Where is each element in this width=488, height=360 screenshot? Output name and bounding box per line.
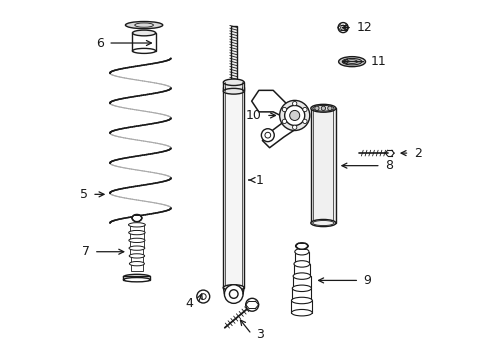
Text: 2: 2 <box>413 147 421 159</box>
Bar <box>132 33 155 51</box>
Ellipse shape <box>310 220 335 226</box>
Circle shape <box>229 290 238 298</box>
Bar <box>223 82 244 91</box>
Ellipse shape <box>294 248 308 255</box>
Circle shape <box>282 119 286 123</box>
Circle shape <box>314 106 319 111</box>
Ellipse shape <box>291 310 312 316</box>
Circle shape <box>284 105 304 126</box>
Circle shape <box>200 294 206 300</box>
Circle shape <box>321 106 325 111</box>
Bar <box>130 248 143 256</box>
Text: 12: 12 <box>356 21 371 34</box>
Ellipse shape <box>295 243 307 249</box>
Circle shape <box>337 23 347 33</box>
Circle shape <box>292 125 296 130</box>
Ellipse shape <box>129 261 144 266</box>
Bar <box>131 264 142 271</box>
Text: 11: 11 <box>370 55 386 68</box>
Circle shape <box>224 285 243 303</box>
Text: 5: 5 <box>80 188 88 201</box>
Ellipse shape <box>128 223 145 227</box>
Bar <box>130 233 143 240</box>
Circle shape <box>302 119 306 123</box>
Ellipse shape <box>123 274 150 279</box>
Text: 6: 6 <box>96 36 104 50</box>
Bar <box>223 87 244 288</box>
Ellipse shape <box>292 285 311 292</box>
Text: 1: 1 <box>255 174 264 186</box>
Text: 7: 7 <box>81 245 89 258</box>
Text: 9: 9 <box>363 274 371 287</box>
Ellipse shape <box>312 105 333 111</box>
Ellipse shape <box>128 238 144 243</box>
Circle shape <box>289 111 299 121</box>
Ellipse shape <box>223 285 244 291</box>
Circle shape <box>292 102 296 106</box>
Ellipse shape <box>132 215 142 222</box>
Ellipse shape <box>129 254 144 258</box>
Ellipse shape <box>223 79 244 86</box>
Text: 3: 3 <box>255 328 264 341</box>
Ellipse shape <box>135 23 153 27</box>
Circle shape <box>261 129 274 141</box>
Ellipse shape <box>123 278 150 282</box>
Bar <box>123 276 150 280</box>
Ellipse shape <box>310 104 335 112</box>
Ellipse shape <box>338 57 365 67</box>
Bar <box>130 225 143 233</box>
Ellipse shape <box>293 261 309 267</box>
Ellipse shape <box>223 88 244 94</box>
Circle shape <box>302 107 306 112</box>
Ellipse shape <box>125 22 163 29</box>
Circle shape <box>340 25 345 30</box>
Ellipse shape <box>312 221 333 226</box>
Ellipse shape <box>129 246 144 250</box>
Circle shape <box>279 100 309 131</box>
Text: 8: 8 <box>384 159 392 172</box>
Ellipse shape <box>342 58 361 65</box>
Circle shape <box>282 107 286 112</box>
Bar <box>130 240 143 248</box>
Ellipse shape <box>128 230 145 235</box>
Circle shape <box>245 298 258 311</box>
Bar <box>310 108 335 223</box>
Ellipse shape <box>132 48 155 53</box>
Bar <box>230 26 236 87</box>
Bar <box>130 256 143 264</box>
Text: 10: 10 <box>245 109 261 122</box>
Text: 4: 4 <box>185 297 193 310</box>
Circle shape <box>196 290 209 303</box>
Ellipse shape <box>291 297 312 304</box>
Circle shape <box>327 106 331 111</box>
Ellipse shape <box>346 60 357 63</box>
Ellipse shape <box>132 30 155 36</box>
Circle shape <box>264 132 270 138</box>
Ellipse shape <box>292 273 310 279</box>
